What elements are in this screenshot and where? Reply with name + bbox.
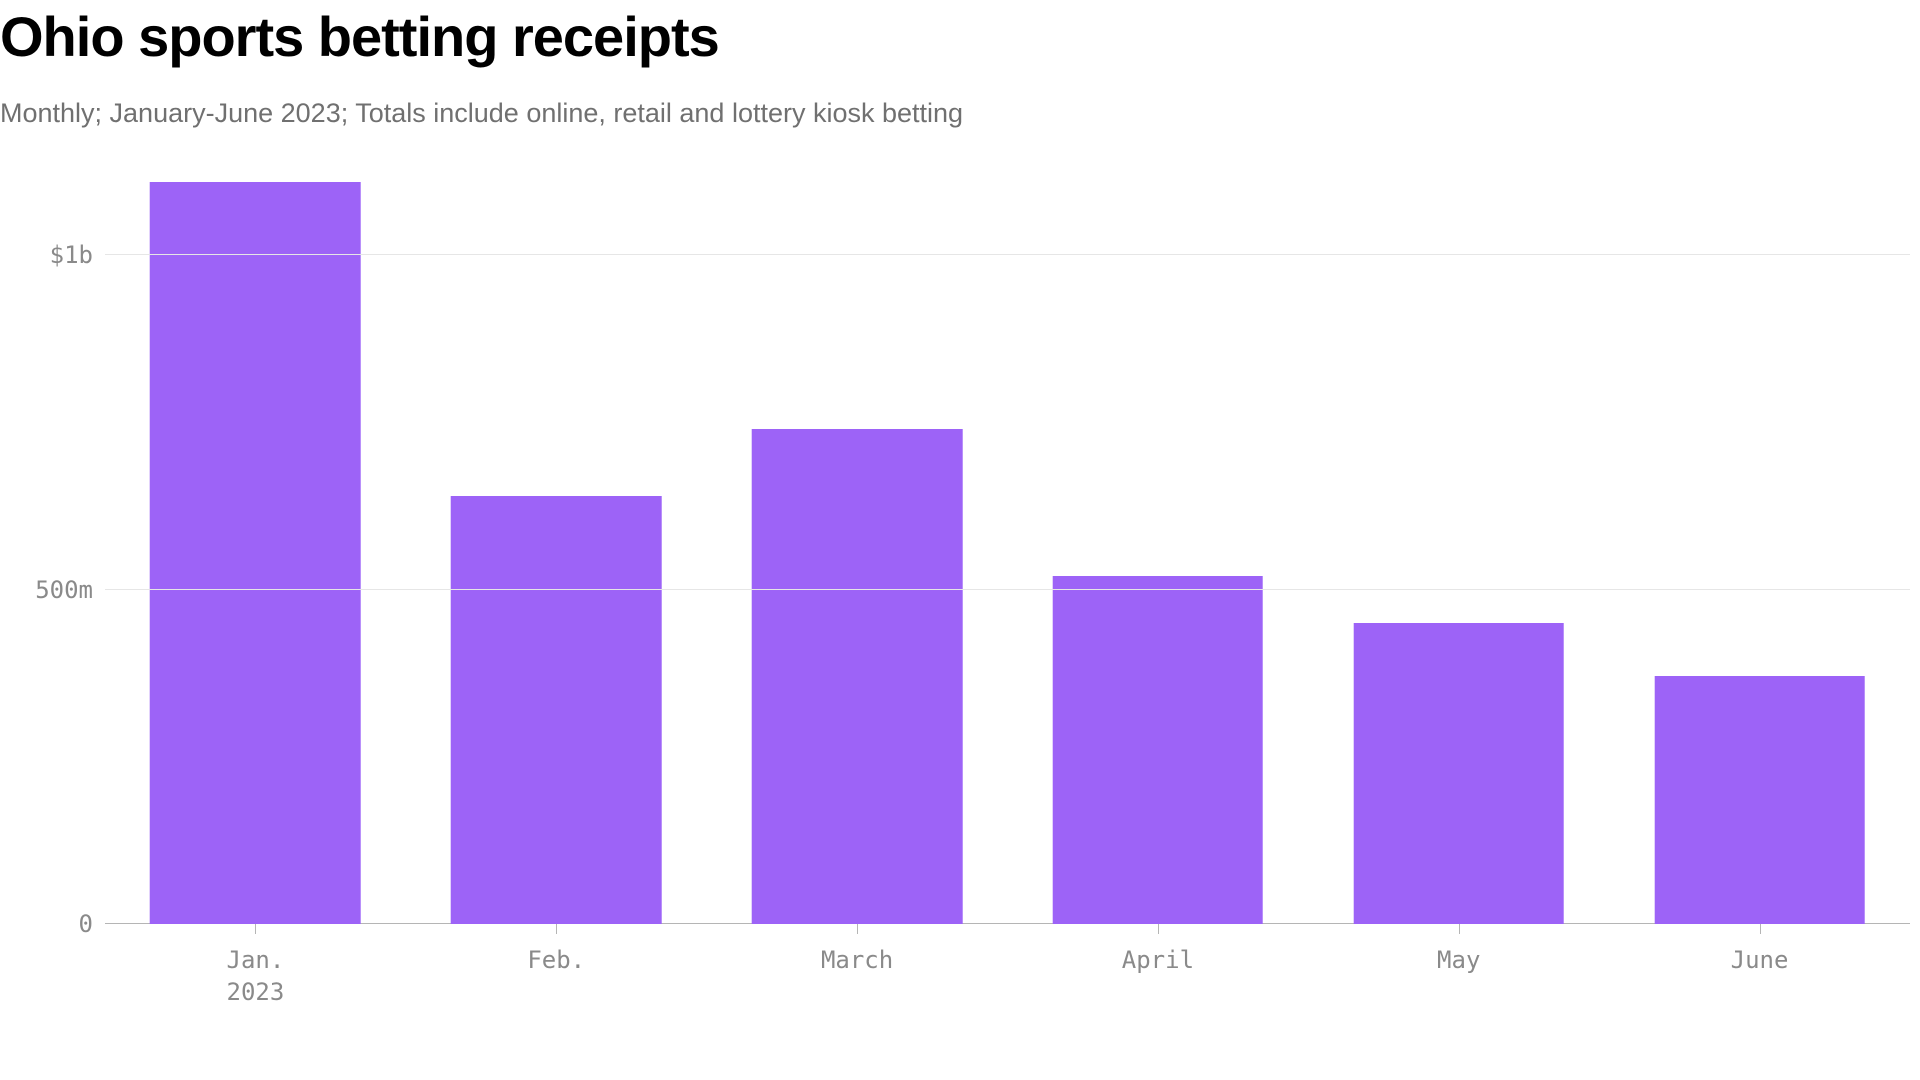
plot-area: Jan.2023Feb.MarchAprilMayJune 0500m$1b xyxy=(105,189,1910,924)
gridline xyxy=(105,589,1910,590)
bar-cell: May xyxy=(1308,189,1609,924)
x-tick xyxy=(255,924,256,934)
gridline xyxy=(105,254,1910,255)
chart-area: Jan.2023Feb.MarchAprilMayJune 0500m$1b xyxy=(0,189,1920,1019)
bar xyxy=(451,496,662,924)
x-axis-label: June xyxy=(1731,946,1789,974)
x-axis-label: May xyxy=(1437,946,1480,974)
y-axis-label: 0 xyxy=(79,910,93,938)
bar xyxy=(1654,676,1865,923)
bars-group: Jan.2023Feb.MarchAprilMayJune xyxy=(105,189,1910,924)
x-axis-label: April xyxy=(1122,946,1194,974)
chart-subtitle: Monthly; January-June 2023; Totals inclu… xyxy=(0,98,1920,129)
x-axis-label: March xyxy=(821,946,893,974)
x-tick xyxy=(857,924,858,934)
bar-cell: March xyxy=(707,189,1008,924)
x-tick xyxy=(1158,924,1159,934)
x-axis-label: Jan.2023 xyxy=(227,946,285,1006)
x-tick xyxy=(1760,924,1761,934)
x-tick xyxy=(556,924,557,934)
y-axis-label: $1b xyxy=(50,241,93,269)
bar xyxy=(752,429,963,923)
bar xyxy=(1053,576,1264,923)
x-tick xyxy=(1459,924,1460,934)
chart-title: Ohio sports betting receipts xyxy=(0,0,1920,68)
bar xyxy=(150,182,361,924)
chart-container: Ohio sports betting receipts Monthly; Ja… xyxy=(0,0,1920,1080)
bar-cell: Jan.2023 xyxy=(105,189,406,924)
x-axis-label: Feb. xyxy=(527,946,585,974)
bar-cell: April xyxy=(1007,189,1308,924)
bar-cell: June xyxy=(1609,189,1910,924)
y-axis-label: 500m xyxy=(35,576,93,604)
bar xyxy=(1353,623,1564,924)
bar-cell: Feb. xyxy=(406,189,707,924)
